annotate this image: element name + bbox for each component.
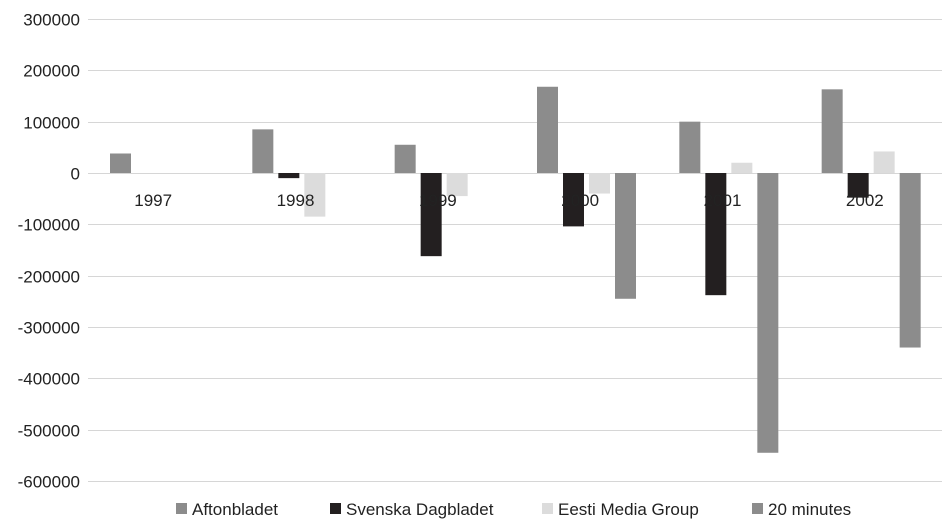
y-tick-label: -300000 — [18, 319, 80, 338]
legend-label: Eesti Media Group — [558, 500, 699, 519]
x-category-label: 1999 — [419, 191, 457, 210]
bar-20-minutes-2001 — [757, 173, 779, 453]
bar-eesti-media-group-2002 — [873, 151, 895, 173]
legend-item: Aftonbladet — [176, 500, 278, 519]
y-tick-label: 200000 — [23, 62, 80, 81]
legend-swatch — [752, 503, 763, 514]
legend-swatch — [542, 503, 553, 514]
bar-svenska-dagbladet-1999 — [420, 173, 442, 257]
x-category-label: 2001 — [704, 191, 742, 210]
legend: Aftonbladet Svenska Dagbladet Eesti Media … — [176, 500, 851, 519]
legend-label: Svenska Dagbladet — [346, 500, 494, 519]
bar-aftonbladet-2001 — [679, 121, 701, 173]
bar-svenska-dagbladet-2002 — [847, 173, 869, 198]
x-category-label: 2002 — [846, 191, 884, 210]
bar-aftonbladet-1997 — [110, 153, 131, 173]
legend-label: Aftonbladet — [192, 500, 278, 519]
legend-label: 20 minutes — [768, 500, 851, 519]
gridlines — [88, 19, 942, 482]
legend-item: Svenska Dagbladet — [330, 500, 494, 519]
bar-svenska-dagbladet-2001 — [705, 173, 727, 296]
legend-item: Eesti Media Group — [542, 500, 699, 519]
bar-eesti-media-group-1999 — [446, 173, 468, 197]
bar-svenska-dagbladet-2000 — [563, 173, 584, 227]
bar-20-minutes-2002 — [899, 173, 921, 348]
x-category-label: 2000 — [561, 191, 599, 210]
y-tick-label: 0 — [71, 165, 80, 184]
y-axis-tick-labels: 300000 200000 100000 0 -100000 -200000 -300000… — [18, 11, 80, 492]
bar-eesti-media-group-2001 — [731, 162, 753, 173]
legend-swatch — [176, 503, 187, 514]
x-axis-category-labels: 1997 1998 1999 2000 2001 2002 — [134, 191, 883, 210]
bar-aftonbladet-1999 — [394, 144, 416, 173]
bar-aftonbladet-2002 — [821, 89, 843, 173]
bar-20-minutes-2000 — [615, 173, 636, 299]
bar-svenska-dagbladet-1998 — [278, 173, 300, 179]
x-category-label: 1997 — [134, 191, 172, 210]
bar-aftonbladet-2000 — [537, 86, 558, 173]
y-tick-label: -200000 — [18, 268, 80, 287]
bar-eesti-media-group-2000 — [589, 173, 610, 194]
bar-aftonbladet-1998 — [252, 129, 274, 173]
y-tick-label: -500000 — [18, 422, 80, 441]
y-tick-label: 100000 — [23, 114, 80, 133]
legend-item: 20 minutes — [752, 500, 851, 519]
legend-swatch — [330, 503, 341, 514]
y-tick-label: -600000 — [18, 473, 80, 492]
y-tick-label: -100000 — [18, 216, 80, 235]
bars — [110, 86, 921, 453]
y-tick-label: -400000 — [18, 370, 80, 389]
bar-eesti-media-group-1998 — [304, 173, 326, 217]
y-tick-label: 300000 — [23, 11, 80, 30]
x-category-label: 1998 — [277, 191, 315, 210]
